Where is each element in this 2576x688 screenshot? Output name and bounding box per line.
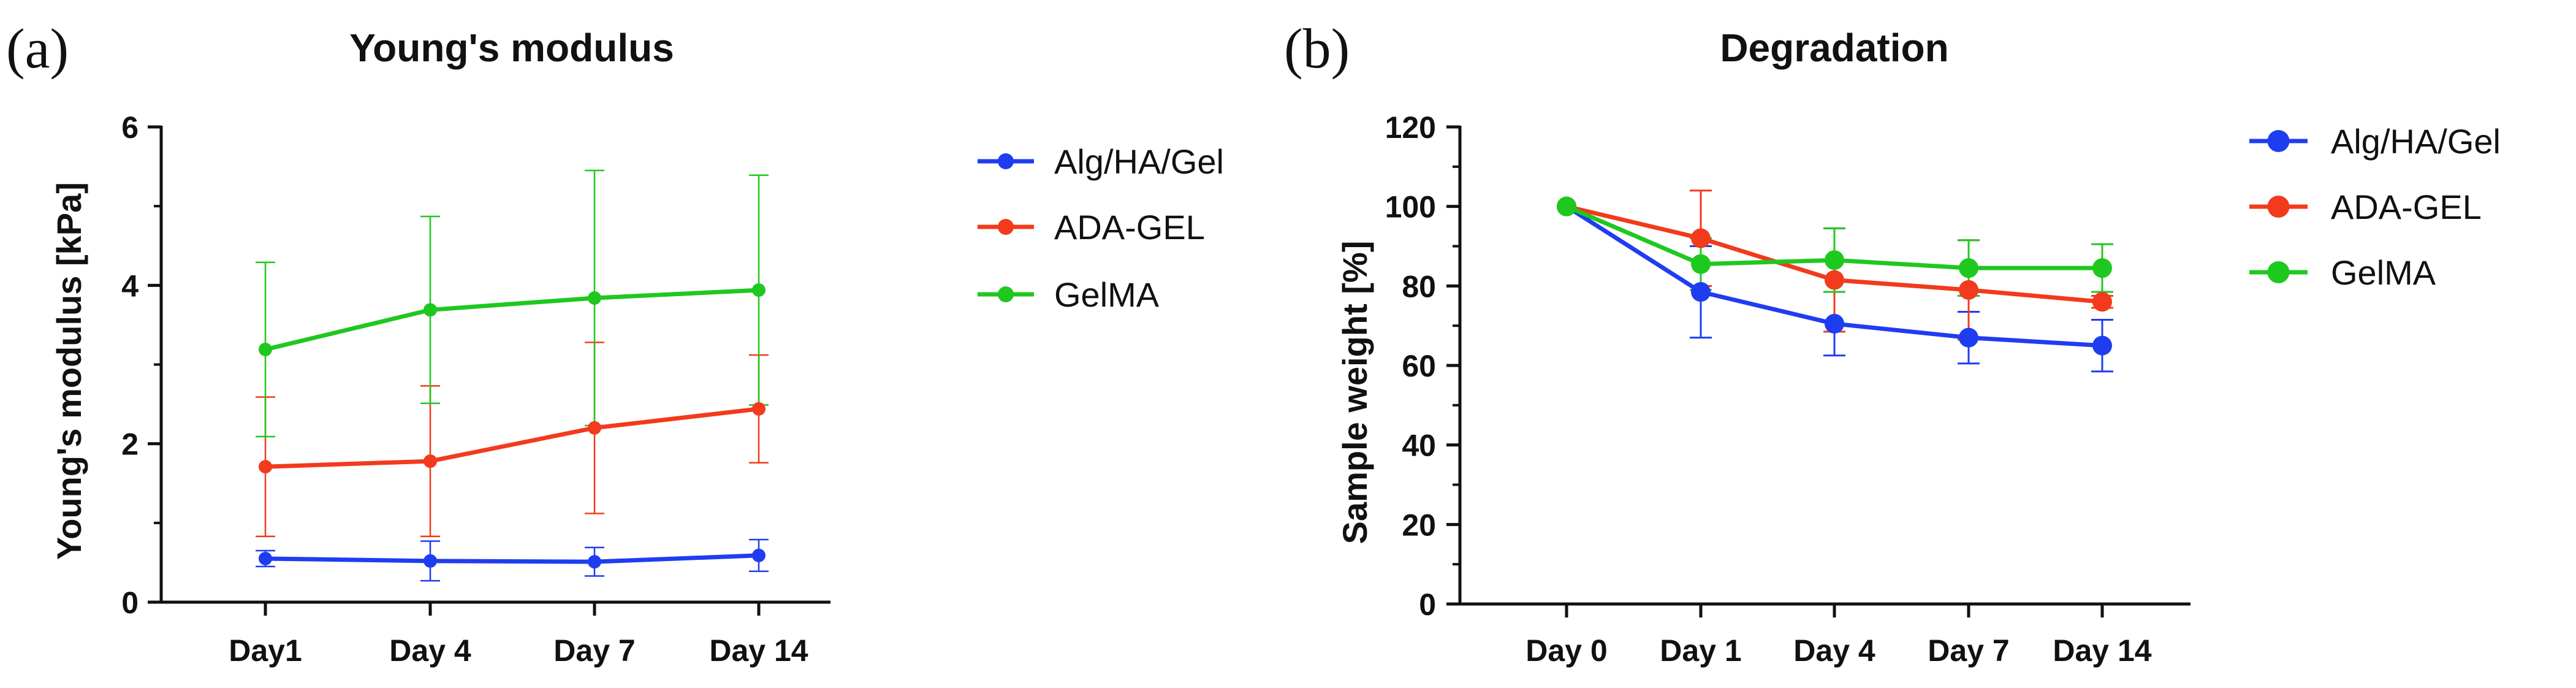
panel-b-y-tick-label: 40: [1402, 429, 1436, 463]
panel-b-legend-ada-gel-label: ADA-GEL: [2331, 188, 2482, 226]
panel-b-legend: Alg/HA/Gel ADA-GEL GelMA: [2249, 122, 2501, 292]
panel-b-legend-gelma-marker: [2267, 261, 2290, 283]
panel-a-legend-gelma-label: GelMA: [1054, 275, 1160, 314]
panel-b-ada-gel-point: [1691, 228, 1711, 248]
panel-a-y-tick-label: 4: [121, 269, 139, 303]
panel-b-alg-ha-gel-point: [1825, 313, 1844, 334]
panel-b-y-axis-label: Sample weight [%]: [1335, 241, 1374, 545]
panel-b-y-tick-label: 100: [1385, 190, 1436, 224]
panel-a-y-tick-label: 0: [121, 586, 139, 620]
panel-b-legend-alg-ha-gel-label: Alg/HA/Gel: [2331, 122, 2501, 161]
panel-b-x-tick-label: Day 7: [1928, 633, 2009, 668]
panel-b-y-tick-label: 20: [1402, 508, 1436, 542]
panel-a-gelma-point: [752, 283, 766, 297]
panel-a-ada-gel-point: [588, 421, 601, 435]
panel-a-x-tick-label: Day 4: [389, 633, 471, 668]
panel-b-alg-ha-gel-point: [1691, 282, 1711, 302]
panel-a-title: Young's modulus: [349, 26, 674, 70]
panel-a-alg-ha-gel-line: [265, 553, 759, 564]
panel-b-gelma-point: [1557, 196, 1576, 216]
panel-a-gelma-point: [588, 291, 601, 305]
panel-b-ada-gel-point: [2092, 292, 2112, 312]
panel-a-series-lines: [265, 288, 759, 564]
panel-b-y-tick-label: 60: [1402, 349, 1436, 383]
panel-a-ada-gel-line: [265, 407, 759, 469]
panel-a-y-tick-label: 6: [121, 110, 139, 145]
panel-a-axes: 0 2 4 6 Day1 Day 4 Day 7 Day 14: [121, 110, 830, 668]
panel-a-gelma-point: [424, 303, 437, 317]
panel-a-ada-gel-point: [424, 454, 437, 468]
panel-b-title: Degradation: [1720, 26, 1948, 70]
panel-b-x-tick-label: Day 1: [1660, 633, 1741, 668]
panel-b-axes: 0 20 40 60 80 100 120 Day 0 Day 1 Day 4 Day 7 Day 1…: [1385, 110, 2190, 668]
panel-a-legend-ada-gel-label: ADA-GEL: [1054, 208, 1205, 247]
panel-a-x-tick-label: Day1: [229, 633, 302, 668]
panel-a-legend: Alg/HA/Gel ADA-GEL GelMA: [978, 142, 1224, 314]
panel-a-data-points: [259, 283, 766, 569]
panel-b-y-tick-label: 0: [1419, 587, 1436, 622]
panel-b-gelma-point: [1691, 254, 1711, 274]
panel-a-legend-alg-ha-gel-label: Alg/HA/Gel: [1054, 142, 1224, 181]
panel-b-alg-ha-gel-point: [2092, 335, 2112, 356]
panel-a-y-tick-label: 2: [121, 427, 139, 462]
panel-b-x-tick-label: Day 4: [1793, 633, 1875, 668]
panel-b-ada-gel-point: [1825, 270, 1844, 290]
panel-b-alg-ha-gel-point: [1959, 327, 1978, 348]
panel-b-label: (b): [1284, 17, 1350, 80]
panel-b-y-tick-label: 120: [1385, 110, 1436, 145]
panel-a-alg-ha-gel-point: [259, 551, 272, 565]
panel-b: (b) Degradation Sample weight [%] 0 20 40 6…: [1284, 17, 2501, 668]
panel-a-legend-ada-gel-marker: [998, 219, 1014, 235]
panel-a-alg-ha-gel-point: [588, 555, 601, 569]
panel-a-alg-ha-gel-point: [752, 548, 766, 562]
panel-b-legend-ada-gel-marker: [2267, 196, 2290, 218]
panel-a-x-tick-label: Day 14: [709, 633, 808, 668]
panel-a-alg-ha-gel-point: [424, 554, 437, 568]
panel-b-ada-gel-point: [1959, 280, 1978, 300]
panel-a-label: (a): [6, 17, 69, 80]
panel-b-gelma-point: [1959, 258, 1978, 278]
panel-b-gelma-point: [1825, 250, 1844, 270]
panel-a-ada-gel-point: [752, 402, 766, 416]
panel-a-x-tick-label: Day 7: [553, 633, 635, 668]
panel-a-ada-gel-point: [259, 460, 272, 474]
panel-b-gelma-point: [2092, 258, 2112, 278]
panel-a: (a) Young's modulus Young's modulus [kPa…: [6, 17, 1224, 668]
panel-a-legend-alg-ha-gel-marker: [998, 153, 1014, 169]
panel-b-legend-alg-ha-gel-marker: [2267, 130, 2290, 152]
panel-a-legend-gelma-marker: [998, 286, 1014, 302]
panel-a-gelma-point: [259, 342, 272, 356]
panel-b-legend-gelma-label: GelMA: [2331, 253, 2436, 292]
panel-b-x-tick-label: Day 0: [1525, 633, 1607, 668]
panel-b-data-points: [1557, 196, 2112, 356]
panel-b-x-tick-label: Day 14: [2053, 633, 2151, 668]
panel-a-gelma-line: [265, 288, 759, 352]
panel-a-y-axis-label: Young's modulus [kPa]: [50, 182, 88, 560]
panel-a-error-bars: [256, 169, 769, 582]
panel-b-y-tick-label: 80: [1402, 269, 1436, 304]
